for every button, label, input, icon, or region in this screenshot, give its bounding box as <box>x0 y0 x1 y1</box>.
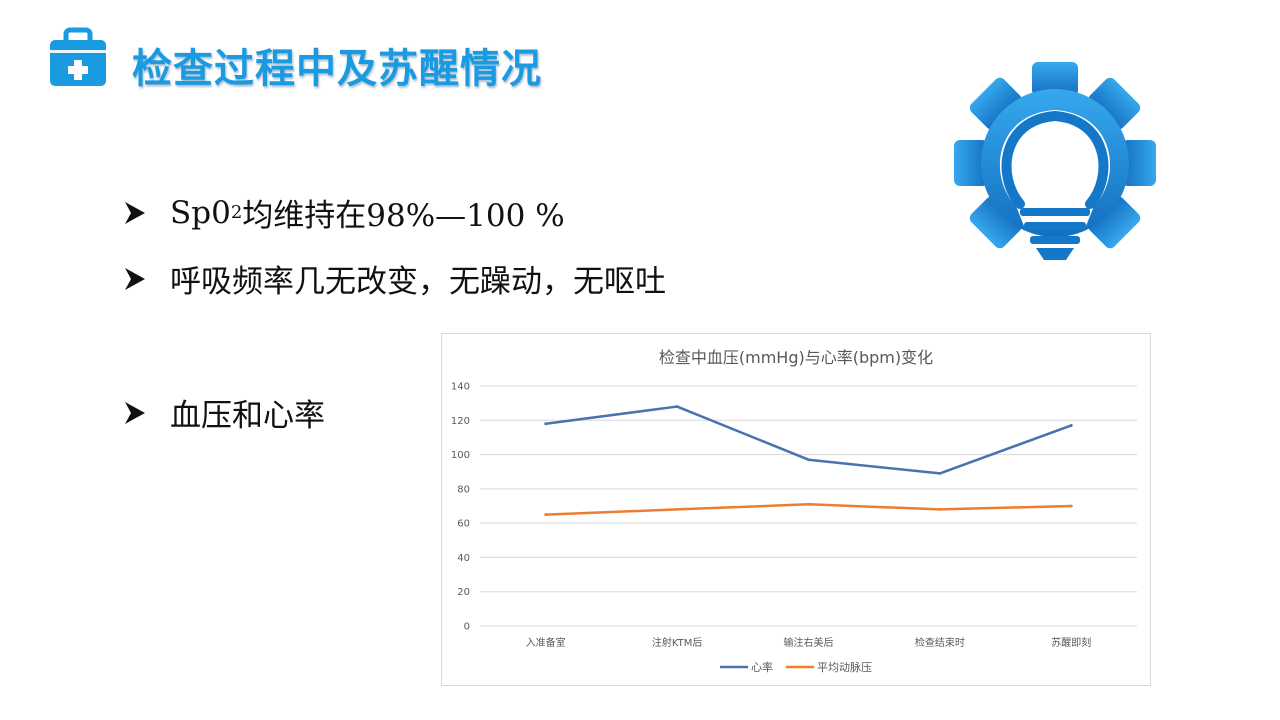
y-tick-label: 60 <box>457 519 470 530</box>
y-tick-label: 100 <box>451 450 470 461</box>
legend-label: 平均动脉压 <box>817 660 872 674</box>
data-point <box>675 508 679 511</box>
data-point <box>1069 424 1073 427</box>
line-chart: 检查中血压(mmHg)与心率(bpm)变化 0 20 40 60 80 100 120 140… <box>441 333 1151 686</box>
y-tick-label: 40 <box>457 553 470 564</box>
data-point <box>1069 504 1073 508</box>
lightbulb-gear-icon <box>954 62 1156 260</box>
data-point <box>544 513 548 516</box>
bullet-respiration-text: 呼吸频率几无改变，无躁动，无呕吐 <box>170 264 666 300</box>
y-tick-label: 120 <box>451 416 470 427</box>
arrow-bullet-icon <box>125 201 145 224</box>
bullet-spo2: Sp0 2 均维持在98%—100 % <box>122 190 565 235</box>
y-tick-label: 140 <box>451 382 470 393</box>
bullet-bp-hr-text: 血压和心率 <box>170 398 325 434</box>
x-tick-label: 输注右美后 <box>784 636 834 649</box>
chart-title: 检查中血压(mmHg)与心率(bpm)变化 <box>659 348 933 367</box>
x-tick-label: 入准备室 <box>526 636 566 649</box>
x-tick-label: 检查结束时 <box>915 636 965 649</box>
series-line-2 <box>544 503 1073 516</box>
arrow-bullet-icon <box>125 267 145 290</box>
y-tick-label: 80 <box>457 484 470 495</box>
y-tick-label: 20 <box>457 587 470 598</box>
data-point <box>938 472 942 475</box>
series-line-1 <box>544 405 1073 475</box>
bullet-spo2-prefix: Sp0 <box>170 194 231 231</box>
legend-label: 心率 <box>751 660 773 674</box>
chart-svg: 检查中血压(mmHg)与心率(bpm)变化 0 20 40 60 80 100 120 140… <box>451 348 1137 674</box>
slide-title: 检查过程中及苏醒情况 <box>132 46 542 92</box>
x-tick-label: 注射KTM后 <box>652 636 703 649</box>
data-point <box>544 422 548 426</box>
data-point <box>807 458 810 462</box>
y-tick-label: 0 <box>464 622 470 633</box>
data-point <box>807 502 810 506</box>
data-point <box>938 508 942 511</box>
data-point <box>675 405 679 408</box>
bullet-spo2-suffix: 均维持在98%—100 % <box>242 198 565 234</box>
bullet-bp-hr: 血压和心率 <box>122 390 325 435</box>
bullet-spo2-subscript: 2 <box>230 202 243 223</box>
arrow-bullet-icon <box>125 401 145 424</box>
medical-bag-icon <box>50 27 106 86</box>
x-tick-label: 苏醒即刻 <box>1051 636 1091 649</box>
bullet-respiration: 呼吸频率几无改变，无躁动，无呕吐 <box>122 256 666 301</box>
